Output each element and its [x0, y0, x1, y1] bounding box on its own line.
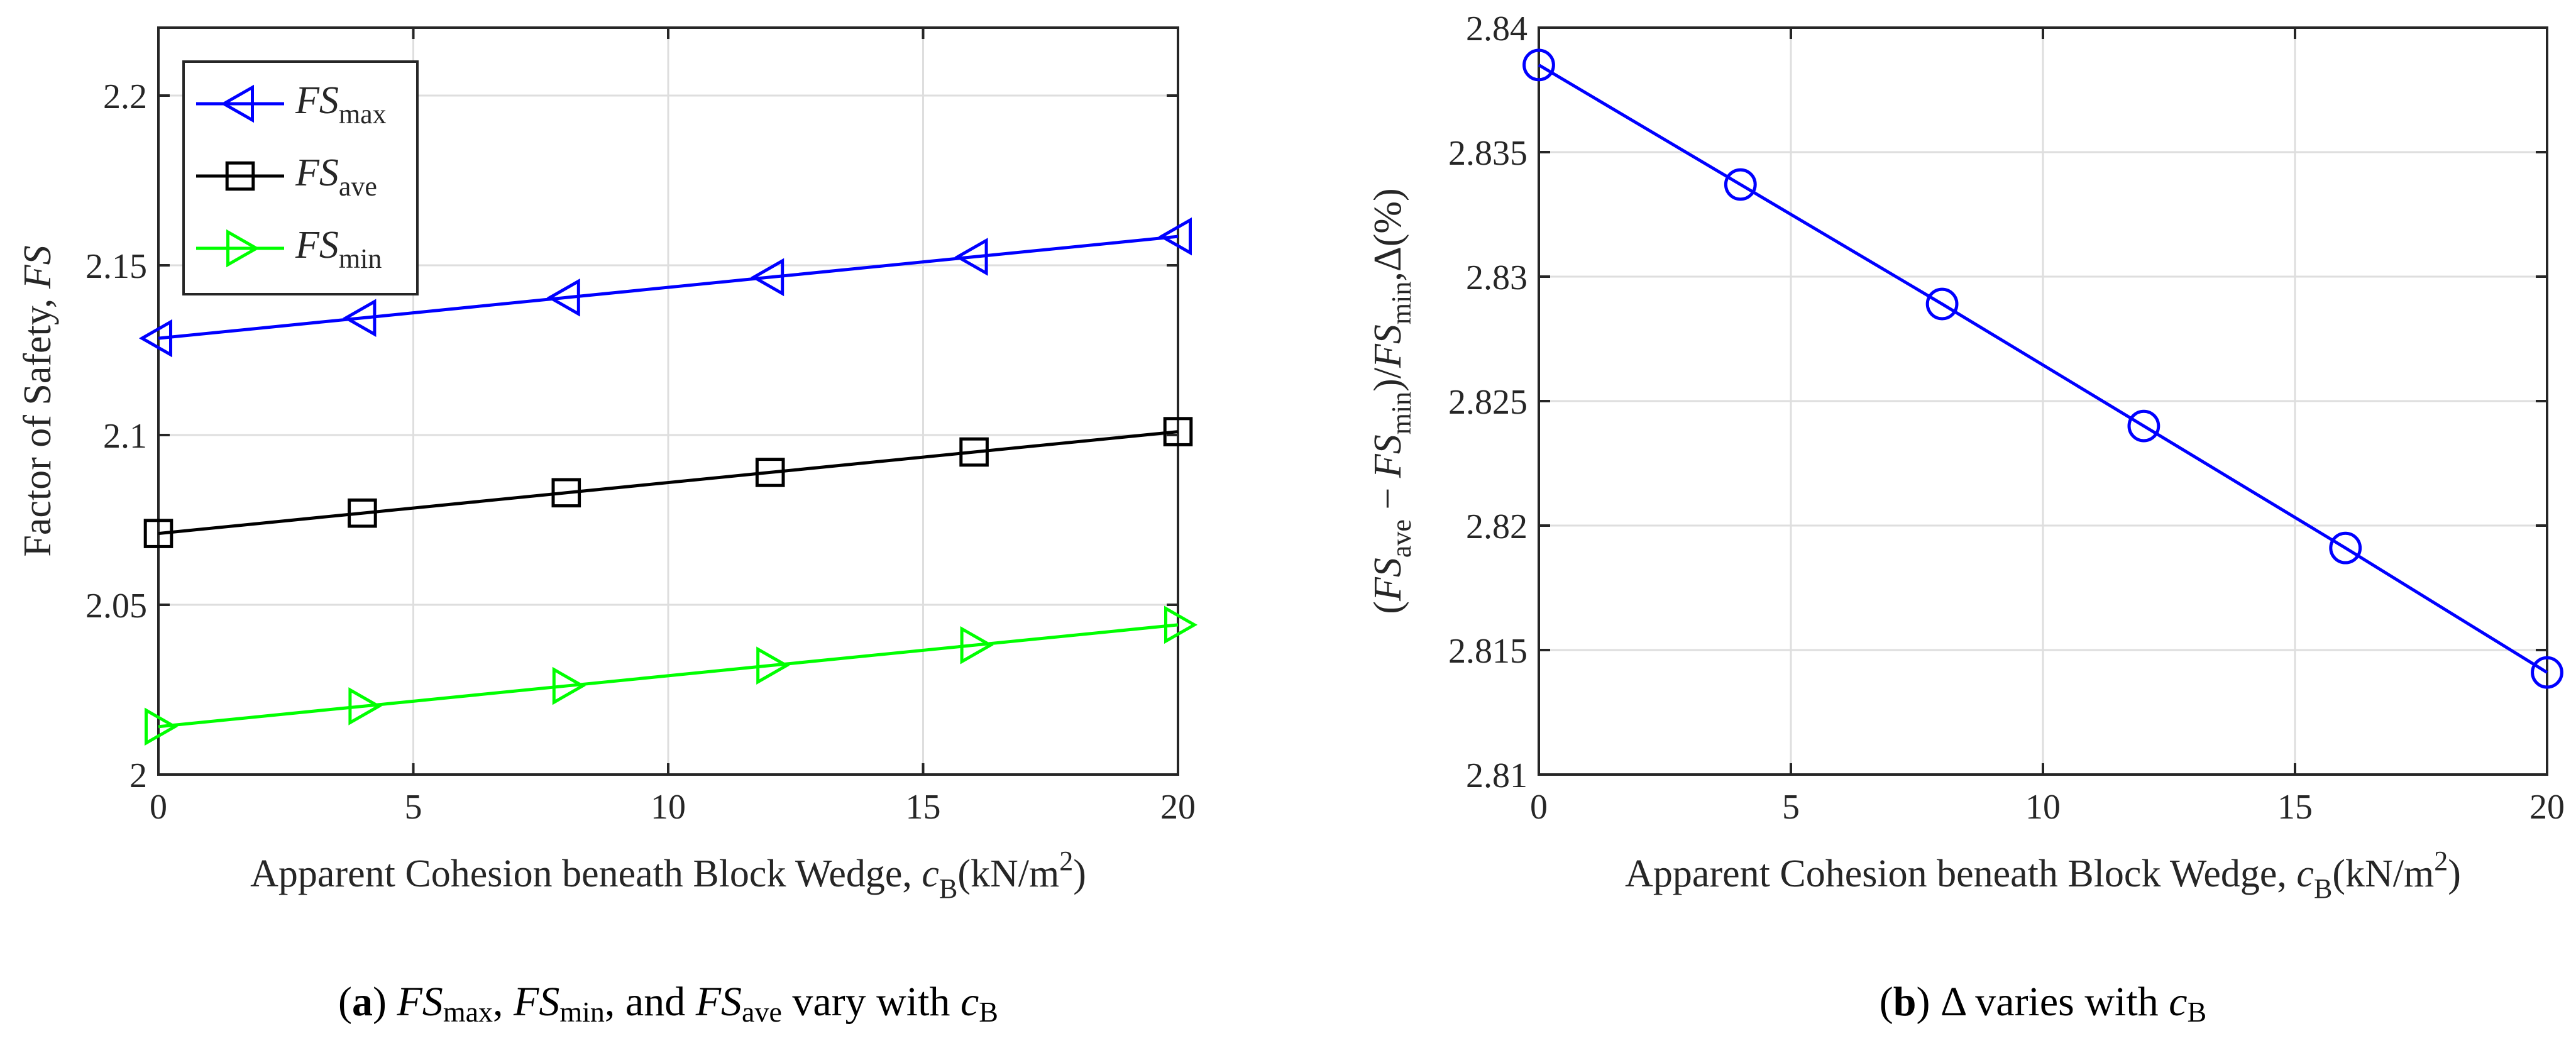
fs-min-point-4 [960, 626, 994, 665]
y-tick-label: 2.05 [85, 587, 147, 626]
fs-ave-point-5 [1163, 417, 1193, 446]
delta-delta-point-2 [1925, 287, 1959, 321]
grid-b [1538, 26, 2548, 776]
legend-max-point-0 [220, 84, 254, 123]
fs-min-point-3 [756, 646, 790, 685]
fs-min-point-1 [348, 687, 382, 725]
y-axis-label-a: Factor of Safety, FS [16, 245, 59, 556]
x-tick-label: 5 [1782, 788, 1800, 827]
delta-delta-point-1 [1724, 168, 1757, 201]
series-line-fs-ave [158, 430, 1179, 536]
y-axis-label-b: (FSave − FSmin)/FSmin,Δ(%) [1367, 188, 1417, 614]
x-tick-label: 10 [651, 788, 686, 827]
ticks-b: 0 5 10 15 20 2.81 2.815 2.82 2.825 2.83 2.835 2.84 [1448, 9, 2565, 827]
y-tick-label: 2.835 [1448, 134, 1527, 173]
y-tick-label: 2.815 [1448, 632, 1527, 671]
caption-b: (b) Δ varies with cB [1880, 979, 2206, 1028]
x-tick-label: 15 [906, 788, 941, 827]
fs-max-point-3 [751, 258, 784, 297]
legend-box [182, 60, 419, 295]
fs-max-point-0 [138, 319, 172, 358]
x-tick-label: 0 [150, 788, 167, 827]
delta-delta-point-0 [1522, 48, 1555, 82]
series-line-delta-delta [1538, 63, 2548, 674]
fs-max-point-5 [1158, 217, 1192, 256]
series-b [1522, 48, 2563, 689]
fs-ave-point-0 [143, 519, 173, 548]
fs-max-point-4 [954, 238, 988, 276]
caption-a: (a) FSmax, FSmin, and FSave vary with cB [338, 979, 998, 1028]
legend-min-point-0 [226, 229, 260, 268]
fs-min-point-5 [1164, 605, 1198, 644]
legend-a: FSmax FSave FSmin [182, 60, 419, 295]
series-line-fs-min [158, 623, 1179, 729]
series-a [138, 217, 1198, 746]
y-tick-label: 2.81 [1466, 756, 1527, 795]
y-tick-label: 2.15 [85, 247, 147, 286]
fs-ave-point-2 [551, 478, 581, 508]
y-tick-label: 2.82 [1466, 507, 1527, 546]
chart-b: 0 5 10 15 202.812.8152.822.8252.832.8352.84 … [1367, 9, 2565, 1028]
fs-min-point-0 [145, 707, 179, 746]
y-tick-label: 2.1 [103, 417, 147, 456]
legend-ave-point-0 [225, 161, 255, 191]
fs-max-point-1 [343, 299, 377, 338]
y-tick-label: 2.825 [1448, 383, 1527, 422]
fs-ave-point-4 [959, 437, 989, 467]
x-tick-label: 20 [1160, 788, 1196, 827]
x-tick-label: 15 [2277, 788, 2313, 827]
y-tick-label: 2.83 [1466, 258, 1527, 297]
y-tick-label: 2.84 [1466, 9, 1527, 48]
legend-entries [196, 84, 284, 268]
chart-a: 0 5 10 15 20 2 2.05 2.1 2.15 2.2 Factor of Safety… [16, 26, 1198, 1028]
delta-delta-point-4 [2329, 531, 2362, 565]
fs-ave-point-1 [348, 498, 377, 528]
y-tick-label: 2.2 [103, 77, 147, 116]
ticks-a: 0 5 10 15 20 2 2.05 2.1 2.15 2.2 [85, 28, 1196, 827]
delta-delta-point-5 [2531, 656, 2563, 689]
x-tick-label: 5 [405, 788, 422, 827]
series-line-fs-max [158, 234, 1179, 340]
legend-label-max: FSmax [295, 79, 387, 130]
delta-delta-point-3 [2127, 409, 2160, 443]
x-tick-label: 20 [2529, 788, 2565, 827]
fs-ave-point-3 [755, 458, 785, 487]
x-axis-label-a: Apparent Cohesion beneath Block Wedge, c… [250, 846, 1086, 904]
legend-label-min: FSmin [295, 224, 382, 274]
x-tick-label: 10 [2025, 788, 2061, 827]
x-tick-label: 0 [1530, 788, 1548, 827]
y-tick-label: 2 [129, 756, 147, 795]
x-axis-label-b: Apparent Cohesion beneath Block Wedge, c… [1625, 846, 2461, 904]
legend-label-ave: FSave [295, 152, 377, 202]
fs-min-point-2 [552, 666, 586, 705]
fs-max-point-2 [546, 278, 580, 317]
